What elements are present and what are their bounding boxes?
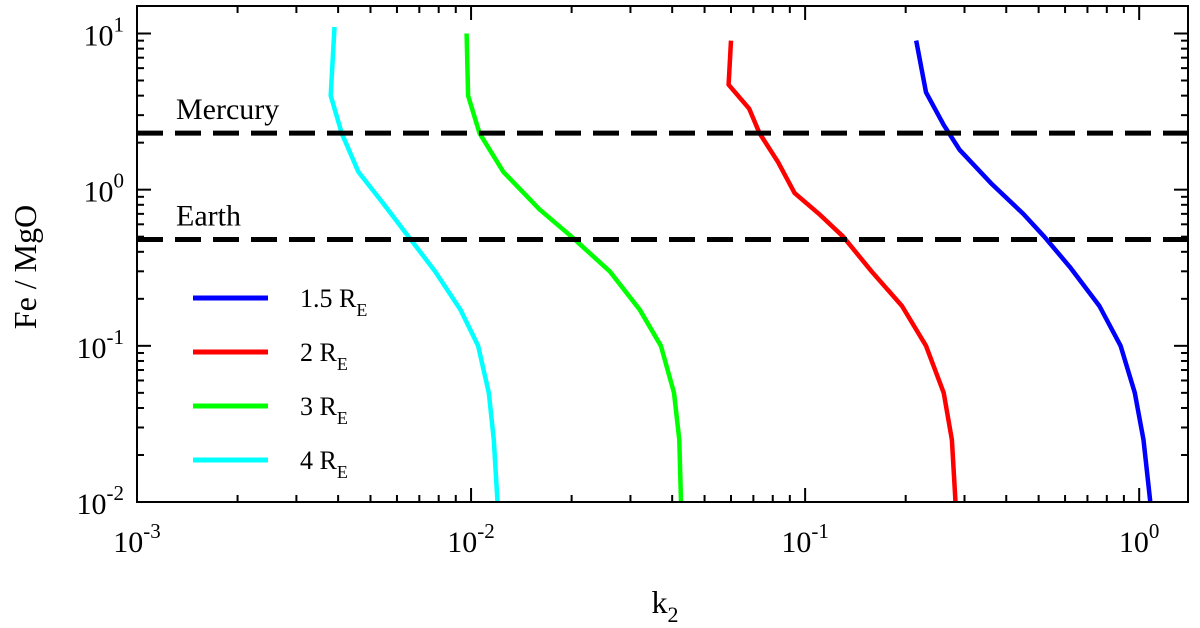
- plot-frame: [136, 5, 1189, 503]
- series-line-1: [726, 40, 958, 503]
- series-line-0: [913, 40, 1153, 503]
- legend-label-1: 2 RE: [300, 338, 348, 374]
- ticks: [136, 6, 1188, 503]
- legend: 1.5 RE 2 RE 3 RE 4 RE: [180, 278, 380, 482]
- x-axis-label: k2: [652, 584, 679, 627]
- legend-box: [180, 278, 380, 474]
- y-tick-label: 101: [84, 12, 125, 52]
- legend-label-0: 1.5 RE: [300, 284, 367, 320]
- x-tick-label: 10-1: [781, 519, 829, 559]
- annotation-mercury: Mercury: [176, 93, 279, 126]
- series-layer: [328, 26, 1153, 503]
- series-line-3: [328, 26, 500, 503]
- y-tick-label: 10-1: [77, 325, 125, 365]
- annotation-earth: Earth: [176, 199, 241, 232]
- y-tick-label: 10-2: [77, 481, 125, 521]
- x-tick-label: 10-3: [113, 519, 161, 559]
- reference-lines: [137, 130, 1188, 242]
- series-line-2: [464, 33, 684, 503]
- y-tick-label: 100: [84, 169, 125, 209]
- y-axis-label: Fe / MgO: [7, 205, 43, 329]
- legend-label-2: 3 RE: [300, 392, 348, 428]
- x-tick-label: 10-2: [447, 519, 495, 559]
- x-tick-label: 100: [1119, 519, 1160, 559]
- legend-label-3: 4 RE: [300, 446, 348, 482]
- annotations: Mercury Earth: [176, 93, 279, 232]
